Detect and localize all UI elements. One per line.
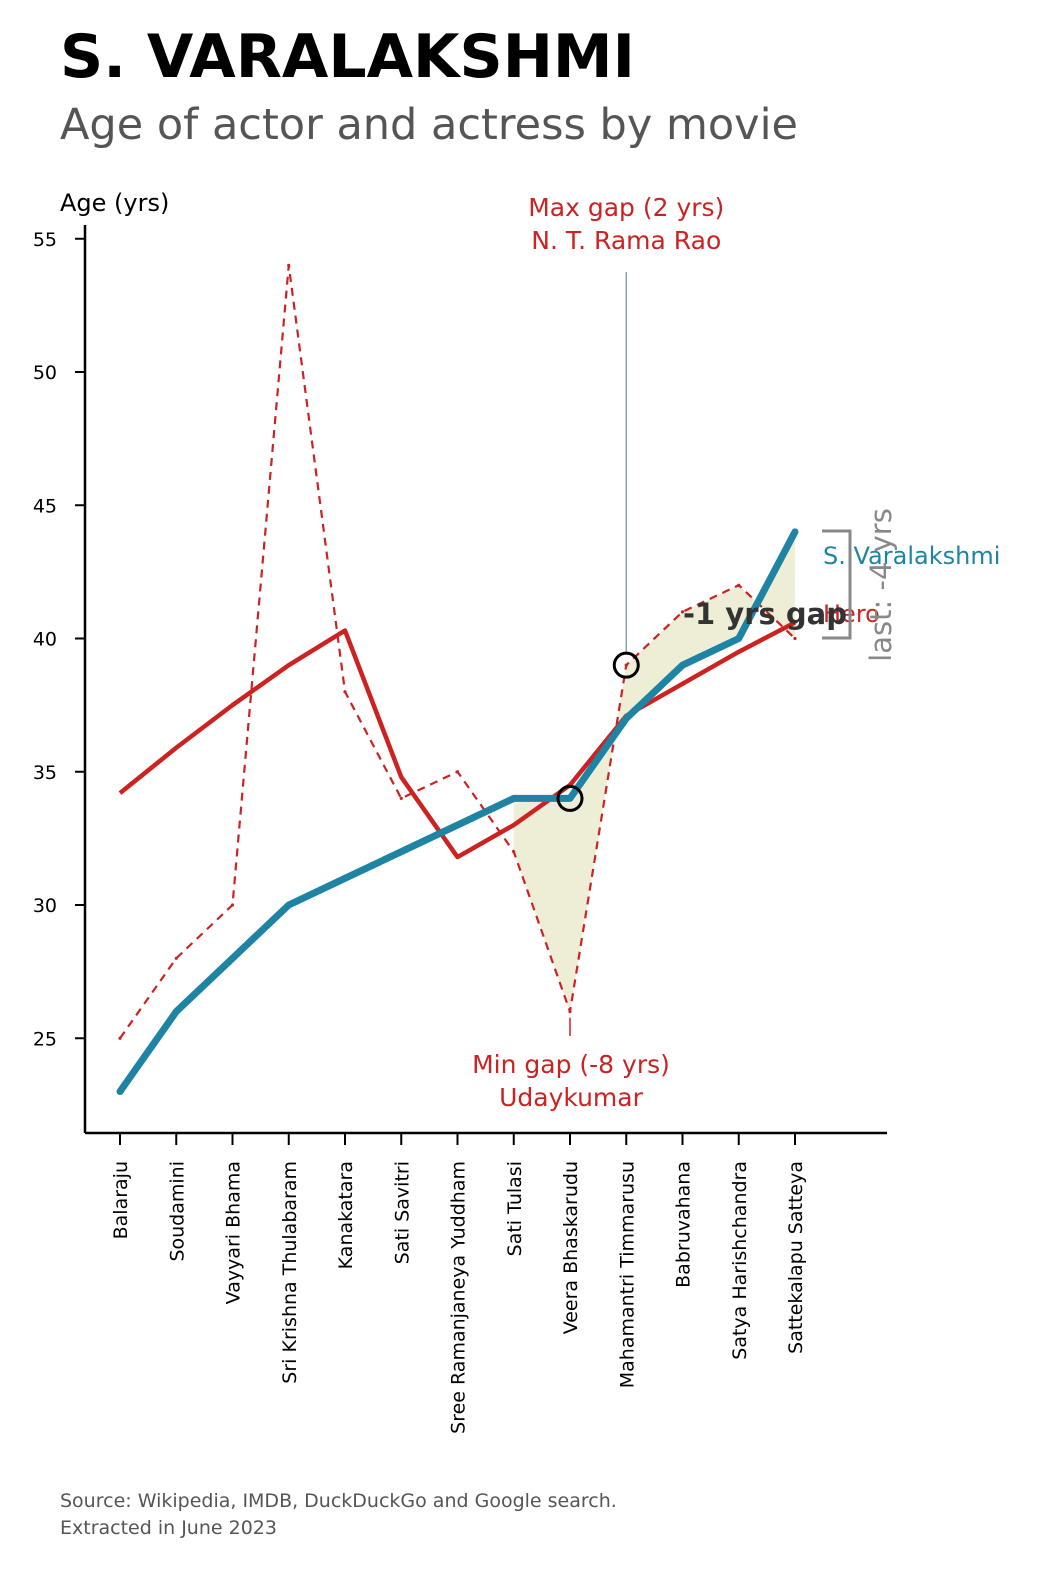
max-gap-label: Max gap (2 yrs) [528,193,724,222]
hero-data-point [174,956,178,960]
hero-data-point [343,690,347,694]
actress-data-point [342,875,348,881]
actress-data-point [680,662,685,668]
x-tick-label: Sri Krishna Thulabaram [279,1161,301,1384]
chart-title: S. VARALAKSHMI [60,22,635,92]
x-tick-label: Sati Tulasi [504,1161,526,1256]
y-tick-label: 35 [33,762,57,784]
min-gap-marker [556,784,584,812]
y-tick-label: 40 [33,629,57,651]
actress-data-point [567,795,573,801]
y-tick-label: 25 [33,1028,57,1050]
x-tick-label: Vayyari Bhama [223,1161,245,1304]
y-tick-label: 50 [33,362,57,384]
actress-data-point [286,902,292,908]
y-tick-label: 55 [33,229,57,251]
actress-data-point [623,715,629,721]
actress-data-point [511,795,517,801]
hero-data-point [737,583,741,587]
x-tick-label: Kanakatara [335,1161,357,1269]
hero-data-point [624,663,628,667]
source-note: Source: Wikipedia, IMDB, DuckDuckGo and … [60,1488,617,1542]
hero-data-point [230,903,235,907]
chart-subtitle: Age of actor and actress by movie [60,100,798,150]
source-line: Source: Wikipedia, IMDB, DuckDuckGo and … [60,1490,617,1512]
actress-data-point [117,1089,123,1095]
x-tick-label: Babruvahana [673,1161,695,1288]
x-tick-label: Sati Savitri [391,1161,413,1264]
actress-data-point [173,1009,179,1015]
actress-data-point [230,955,235,961]
max-gap-actor-label: N. T. Rama Rao [531,226,721,255]
y-axis-label: Age (yrs) [60,189,169,217]
y-tick-label: 30 [33,895,57,917]
max-gap-marker [612,651,640,679]
hero-data-point [287,263,291,267]
hero-data-point [455,770,460,774]
x-tick-label: Veera Bhaskarudu [560,1161,582,1334]
x-tick-label: Sree Ramanjaneya Yuddham [448,1161,470,1434]
last-gap-bracket [822,529,852,640]
actress-data-point [736,636,742,641]
hero-data-point [568,1010,572,1014]
actress-data-point [792,529,798,535]
extracted-line: Extracted in June 2023 [60,1517,277,1539]
min-gap-actor-label: Udaykumar [499,1083,644,1112]
actress-series-label: S. Varalakshmi [823,542,1000,570]
last-gap-label: -1 yrs gap [683,597,847,631]
hero-data-point [118,1036,122,1040]
x-tick-label: Sattekalapu Satteya [785,1161,807,1354]
actress-data-point [398,849,404,855]
hero-data-point [399,796,403,801]
last-gap-rotated-label: last: -4 yrs [864,508,898,662]
hero-age-trend-line [118,620,797,860]
actress-data-point [455,822,460,828]
gap-fill-area [513,531,795,1012]
x-tick-label: Mahamantri Timmarusu [616,1161,638,1388]
hero-data-point [680,610,685,614]
hero-data-point [512,850,516,854]
x-tick-label: Balaraju [110,1161,132,1239]
x-tick-label: Soudamini [166,1161,188,1262]
hero-data-point [793,636,797,641]
y-tick-label: 45 [33,495,57,517]
min-gap-label: Min gap (-8 yrs) [472,1050,670,1079]
x-tick-label: Satya Harishchandra [729,1161,751,1360]
